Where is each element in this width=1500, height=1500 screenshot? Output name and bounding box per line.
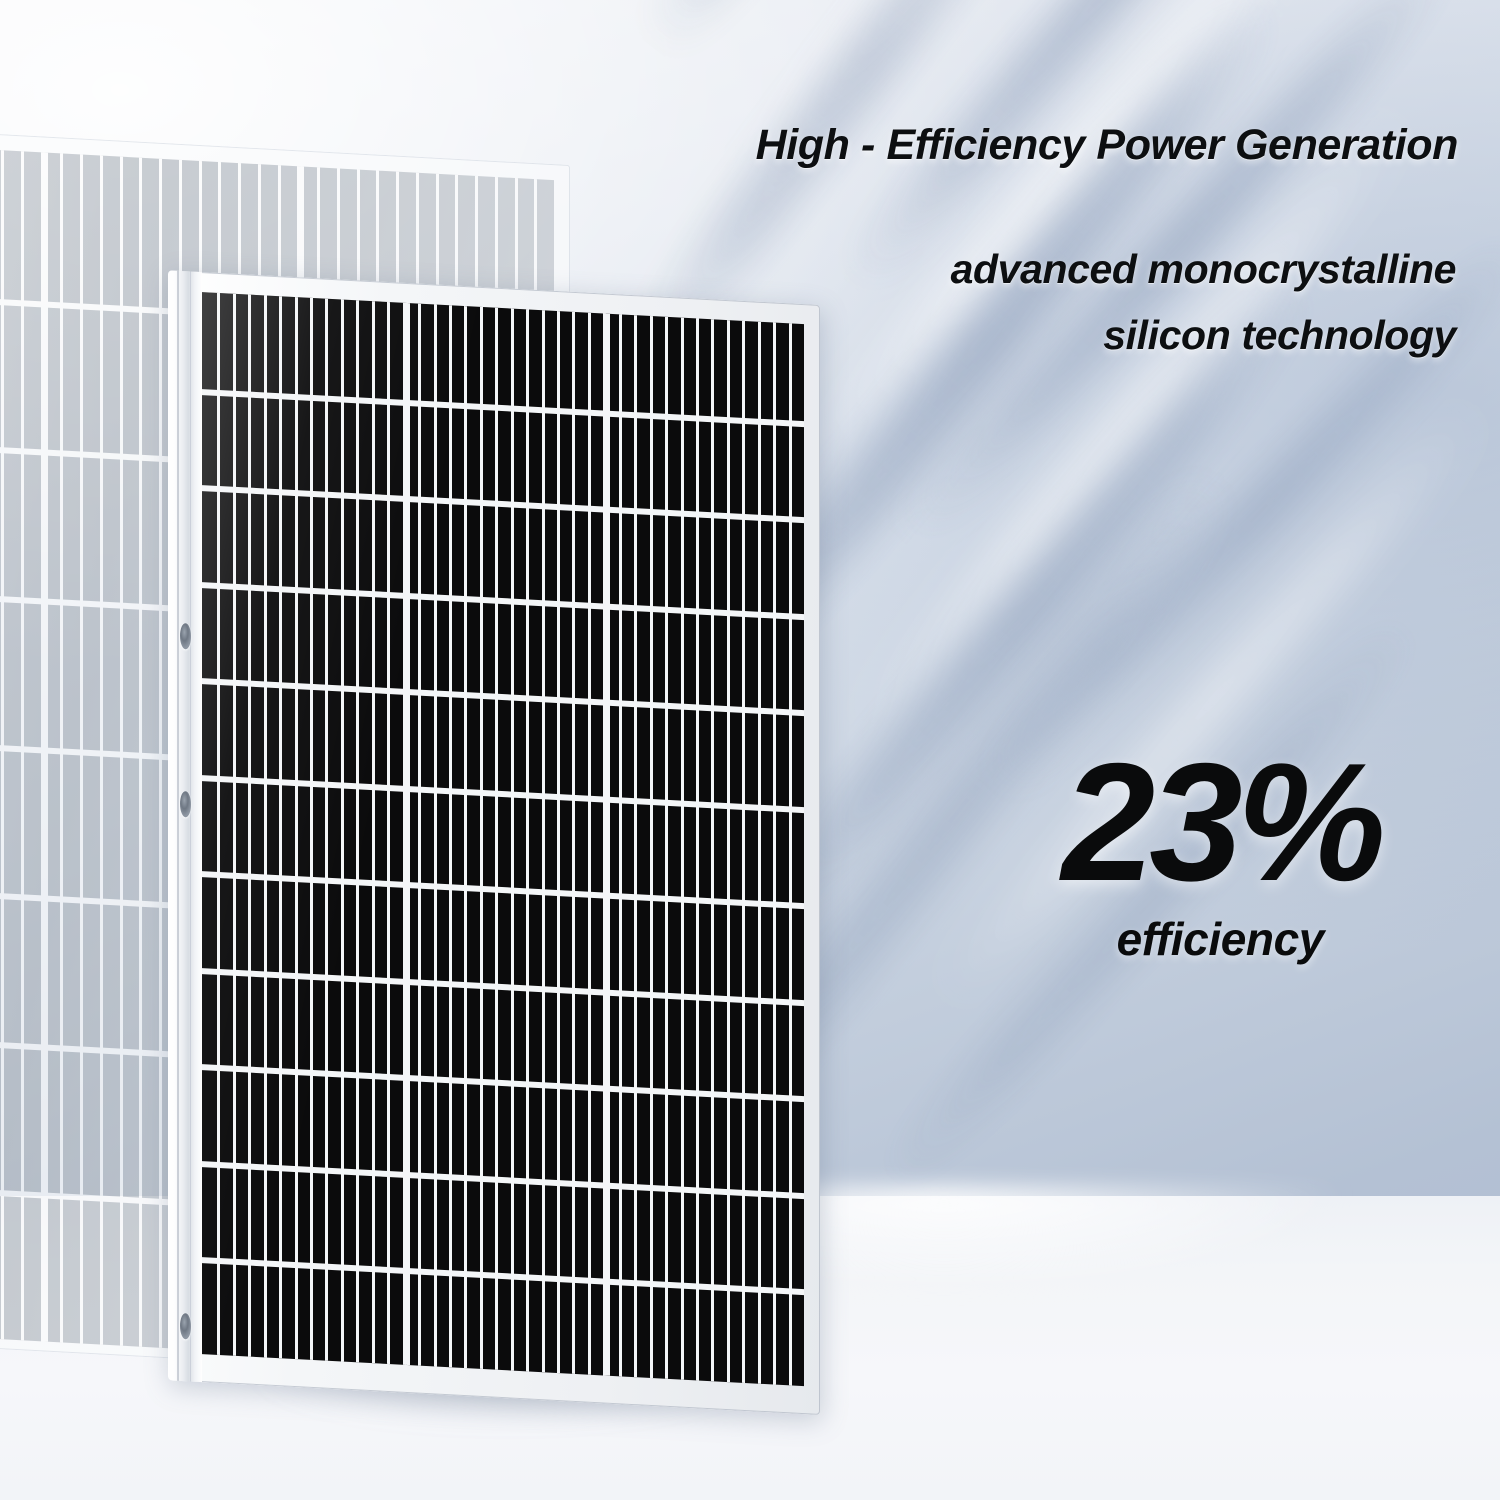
cell-busbar bbox=[572, 311, 576, 1374]
cell-busbar bbox=[325, 298, 329, 1361]
cell-busbar bbox=[526, 309, 530, 1372]
subheadline-line-2: silicon technology bbox=[1103, 312, 1456, 359]
cell-busbar bbox=[294, 297, 298, 1360]
cell-busbar bbox=[680, 317, 684, 1380]
cell-busbar bbox=[649, 315, 653, 1379]
page-title: High - Efficiency Power Generation bbox=[755, 121, 1459, 169]
mounting-hole bbox=[180, 790, 191, 818]
rail-seam-inner bbox=[190, 271, 191, 1382]
cell-busbar bbox=[757, 321, 761, 1384]
cell-busbar bbox=[310, 297, 314, 1360]
cell-busbar bbox=[695, 318, 699, 1381]
cell-busbar bbox=[418, 303, 422, 1366]
front-solar-panel bbox=[168, 270, 820, 1416]
cell-busbar bbox=[618, 314, 622, 1377]
efficiency-value: 23% bbox=[1061, 728, 1386, 916]
cell-busbar bbox=[232, 293, 236, 1356]
front-panel-side-rail bbox=[168, 270, 202, 1383]
cell-busbar bbox=[433, 304, 437, 1367]
cell-busbar bbox=[634, 315, 638, 1378]
rail-seam-outer bbox=[177, 270, 179, 1381]
efficiency-label: efficiency bbox=[1116, 913, 1325, 965]
cell-busbar bbox=[495, 307, 499, 1370]
front-panel-glass bbox=[202, 292, 804, 1387]
cell-busbar bbox=[711, 319, 715, 1382]
cell-busbar bbox=[279, 296, 283, 1359]
cell-busbar bbox=[387, 301, 391, 1365]
cell-busbar bbox=[464, 306, 468, 1369]
cell-busbar bbox=[263, 295, 267, 1358]
mounting-hole bbox=[180, 1312, 191, 1340]
cell-busbar bbox=[541, 310, 545, 1373]
cell-busbar bbox=[557, 310, 561, 1374]
cell-busbar bbox=[402, 302, 406, 1365]
subheadline: advanced monocrystalline silicon technol… bbox=[950, 236, 1457, 369]
cell-busbar bbox=[248, 294, 252, 1357]
cell-busbar bbox=[340, 299, 344, 1362]
cell-busbar bbox=[587, 312, 591, 1375]
cell-busbar bbox=[603, 313, 607, 1376]
cell-busbar bbox=[742, 320, 746, 1384]
cell-busbar bbox=[448, 305, 452, 1368]
mounting-hole bbox=[180, 622, 191, 650]
cell-busbar bbox=[788, 323, 792, 1386]
subheadline-line-1: advanced monocrystalline bbox=[950, 246, 1457, 292]
cell-busbar bbox=[510, 308, 514, 1371]
cell-busbar bbox=[371, 301, 375, 1364]
cell-busbar bbox=[217, 292, 221, 1356]
cell-busbar bbox=[773, 322, 777, 1385]
cell-busbar bbox=[726, 320, 730, 1383]
cell-busbar bbox=[356, 300, 360, 1363]
cell-busbar bbox=[479, 306, 483, 1370]
front-panel-cell-grid bbox=[202, 292, 804, 1386]
cell-busbar bbox=[665, 316, 669, 1379]
